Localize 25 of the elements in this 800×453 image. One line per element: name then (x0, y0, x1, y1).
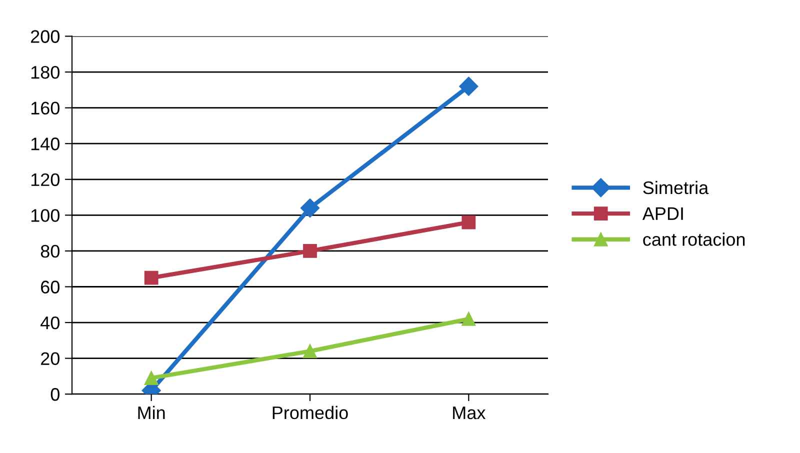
point (144, 270, 158, 285)
y-tick-label: 160 (31, 102, 60, 115)
point (459, 76, 478, 96)
x-tick-label: Max (453, 406, 486, 420)
legend-label: APDI (642, 207, 683, 220)
y-tick-label: 20 (41, 352, 60, 366)
legend-label: Simetria (643, 180, 709, 194)
point (462, 312, 476, 326)
y-tick-label: 140 (31, 138, 60, 150)
point (144, 371, 158, 385)
x-tick-label: Promedio (272, 406, 348, 420)
y-tick-label: 80 (40, 244, 60, 258)
y-tick-label: 180 (31, 66, 60, 79)
y-tick-label: 40 (40, 316, 60, 330)
point (303, 244, 317, 258)
legend-label: cant rotacion (643, 232, 745, 246)
y-tick-label: 60 (41, 280, 60, 294)
y-tick-label: 120 (31, 173, 60, 186)
y-tick-label: 100 (31, 209, 60, 222)
point (462, 215, 476, 230)
point (303, 344, 317, 358)
y-tick-label: 200 (30, 30, 60, 43)
y-tick-label: 0 (50, 388, 60, 401)
point (300, 198, 320, 218)
x-tick-label: Min (138, 406, 165, 419)
